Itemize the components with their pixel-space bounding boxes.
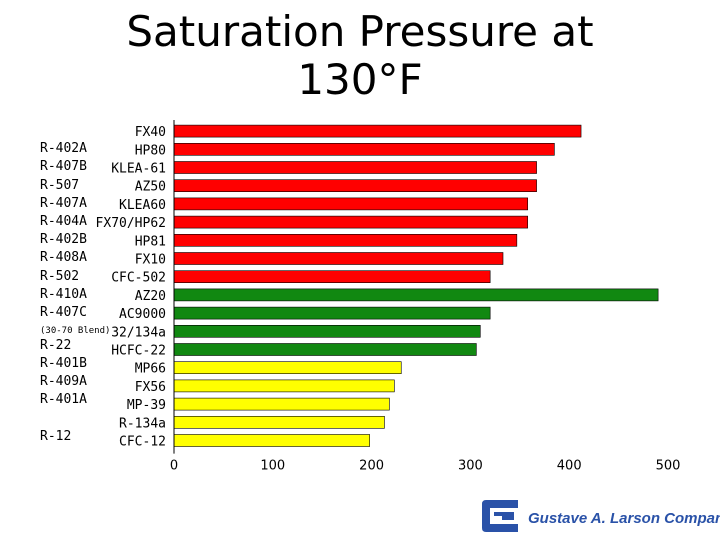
- bar-hp80: [173, 143, 555, 156]
- bar-hcfc-22: [173, 343, 477, 356]
- x-tick-label: 500: [656, 459, 681, 474]
- bar-mp66: [173, 361, 402, 375]
- refrigerant-code-label: R-408A: [40, 250, 87, 266]
- category-label: KLEA-61: [111, 162, 166, 177]
- refrigerant-code-label: R-404A: [40, 214, 87, 229]
- bar-az20: [173, 288, 659, 302]
- category-label: FX56: [135, 380, 166, 395]
- company-name: Gustave A. Larson Company: [528, 510, 720, 527]
- gal-logo-icon: [482, 500, 518, 532]
- refrigerant-code-label: R-409A: [40, 374, 87, 390]
- refrigerant-code-label: R-401B: [40, 355, 87, 371]
- refrigerant-code-label: R-407A: [40, 195, 87, 211]
- refrigerant-code-label: R-402B: [40, 232, 87, 248]
- bar-fx40: [173, 124, 582, 138]
- category-label: FX10: [135, 253, 166, 268]
- refrigerant-code-label: R-407C: [40, 305, 87, 320]
- refrigerant-code-label: (30-70 Blend): [40, 326, 111, 337]
- category-label: HP80: [135, 143, 166, 158]
- refrigerant-code-label: R-402A: [40, 141, 87, 157]
- category-label: HCFC-22: [111, 344, 166, 359]
- bar-fx56: [173, 379, 395, 393]
- category-label: MP-39: [127, 398, 166, 413]
- category-label: HP81: [135, 234, 166, 249]
- category-label: CFC-502: [111, 271, 166, 286]
- refrigerant-code-label: R-410A: [40, 286, 87, 302]
- category-label: 32/134a: [111, 325, 166, 340]
- title-line-2: 130°F: [297, 55, 423, 104]
- bar-mp-39: [173, 397, 390, 411]
- bar-klea60: [173, 197, 529, 211]
- refrigerant-code-label: R-407B: [40, 159, 87, 175]
- bar-hp81: [173, 234, 518, 247]
- bar-klea-61: [173, 161, 537, 174]
- category-label: AZ20: [135, 289, 166, 304]
- refrigerant-code-label: R-22: [40, 337, 72, 353]
- category-label: R-134a: [119, 416, 166, 431]
- chart-title: Saturation Pressure at 130°F: [100, 8, 620, 104]
- bar-r-134a: [173, 415, 385, 429]
- x-tick-label: 300: [458, 459, 483, 474]
- company-logo: Gustave A. Larson Company: [478, 496, 720, 540]
- bar-ac9000: [173, 306, 491, 320]
- category-label: AZ50: [135, 180, 166, 195]
- refrigerant-code-label: R-502: [40, 268, 80, 284]
- bar-az50: [173, 179, 537, 192]
- category-label: FX40: [135, 125, 166, 140]
- category-label: AC9000: [119, 307, 166, 322]
- title-line-1: Saturation Pressure at: [126, 7, 594, 56]
- category-label: CFC-12: [119, 435, 166, 450]
- bar-fx70-hp62: [173, 215, 529, 229]
- x-tick-label: 100: [260, 459, 285, 474]
- x-tick-label: 400: [557, 459, 582, 474]
- bar-cfc-12: [173, 434, 370, 447]
- refrigerant-code-label: R-401A: [40, 392, 87, 408]
- refrigerant-code-label: R-507: [40, 177, 80, 193]
- bar-cfc-502: [173, 270, 491, 284]
- refrigerant-code-label: R-12: [40, 428, 72, 444]
- bar-32-134a: [173, 324, 481, 338]
- category-label: MP66: [135, 362, 166, 377]
- category-label: KLEA60: [119, 198, 166, 213]
- bar-fx10: [173, 252, 504, 265]
- x-tick-label: 200: [359, 459, 384, 474]
- category-label: FX70/HP62: [96, 216, 166, 231]
- x-tick-label: 0: [170, 459, 178, 474]
